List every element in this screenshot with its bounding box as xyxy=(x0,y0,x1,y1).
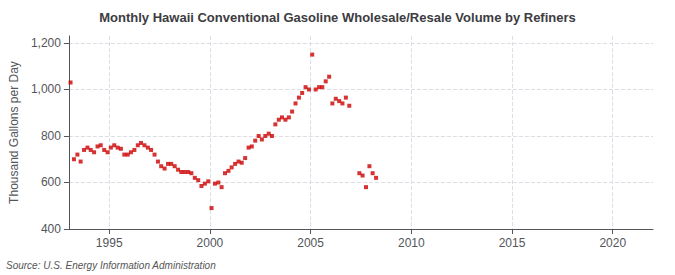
svg-text:600: 600 xyxy=(41,175,61,189)
svg-text:2015: 2015 xyxy=(499,236,526,250)
svg-text:Monthly Hawaii Conventional Ga: Monthly Hawaii Conventional Gasoline Who… xyxy=(99,10,576,25)
svg-text:Thousand Gallons per Day: Thousand Gallons per Day xyxy=(7,61,21,204)
svg-text:2005: 2005 xyxy=(297,236,324,250)
svg-text:400: 400 xyxy=(41,222,61,236)
svg-text:800: 800 xyxy=(41,129,61,143)
svg-text:1,000: 1,000 xyxy=(31,82,61,96)
svg-text:2020: 2020 xyxy=(599,236,626,250)
svg-text:1995: 1995 xyxy=(96,236,123,250)
svg-text:2000: 2000 xyxy=(197,236,224,250)
svg-text:1,200: 1,200 xyxy=(31,36,61,50)
svg-text:Source: U.S. Energy Informatio: Source: U.S. Energy Information Administ… xyxy=(6,260,216,271)
svg-text:2010: 2010 xyxy=(398,236,425,250)
